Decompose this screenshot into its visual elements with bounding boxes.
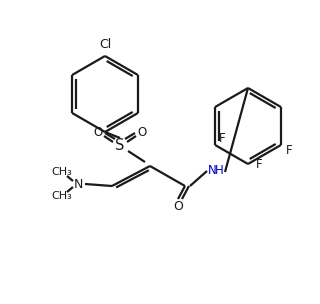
Text: Cl: Cl [99,38,111,51]
Text: F: F [286,143,292,157]
Text: S: S [115,139,125,154]
Text: CH₃: CH₃ [52,167,72,177]
Text: CH₃: CH₃ [52,191,72,201]
Text: F: F [219,132,226,144]
Text: O: O [93,126,103,139]
Text: N: N [208,164,217,178]
Text: N: N [73,178,83,191]
Text: O: O [137,126,147,139]
Text: H: H [215,164,224,178]
Text: F: F [256,157,263,171]
Text: O: O [173,199,183,212]
